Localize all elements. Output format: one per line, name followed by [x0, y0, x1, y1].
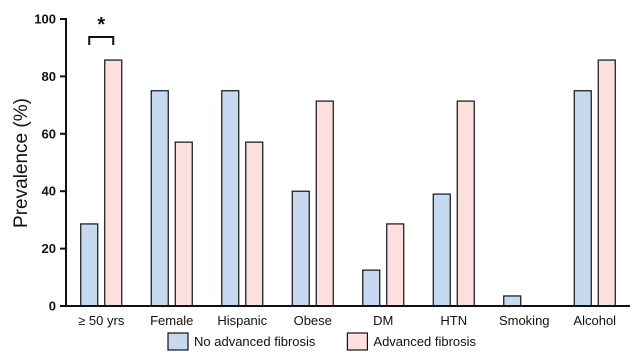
- y-axis: 0 20 40 60 80 100: [34, 12, 67, 314]
- bar-advanced-fibrosis: [386, 223, 405, 307]
- x-category-label: DM: [373, 313, 393, 328]
- bar-advanced-fibrosis: [104, 59, 123, 307]
- legend-swatch: [346, 332, 369, 351]
- bar-no-advanced-fibrosis: [573, 90, 592, 307]
- x-category-label: Alcohol: [573, 313, 616, 328]
- x-category-label: Female: [150, 313, 193, 328]
- bar-no-advanced-fibrosis: [291, 190, 310, 307]
- bar-advanced-fibrosis: [174, 141, 193, 307]
- x-category-label: ≥ 50 yrs: [78, 313, 125, 328]
- bars: [80, 59, 616, 307]
- legend: No advanced fibrosis Advanced fibrosis: [167, 332, 477, 351]
- bar-advanced-fibrosis: [315, 100, 334, 307]
- legend-swatch: [167, 332, 189, 351]
- x-category-label: Hispanic: [217, 313, 267, 328]
- significance-bracket: [88, 36, 115, 45]
- bar-no-advanced-fibrosis: [221, 90, 240, 307]
- legend-label: No advanced fibrosis: [194, 334, 316, 349]
- bar-advanced-fibrosis: [597, 59, 616, 307]
- y-tick-label: 60: [42, 126, 56, 141]
- y-tick-label: 40: [42, 184, 56, 199]
- bar-advanced-fibrosis: [456, 100, 475, 307]
- y-tick-label: 100: [34, 12, 56, 27]
- bar-no-advanced-fibrosis: [362, 269, 381, 307]
- bar-advanced-fibrosis: [245, 141, 264, 307]
- y-tick-label: 0: [49, 299, 56, 314]
- bar-no-advanced-fibrosis: [80, 223, 99, 307]
- bar-no-advanced-fibrosis: [503, 295, 522, 307]
- y-axis-title: Prevalence (%): [11, 98, 32, 228]
- bar-no-advanced-fibrosis: [432, 193, 451, 307]
- y-tick-label: 20: [42, 241, 56, 256]
- annotations: *: [88, 14, 115, 45]
- x-category-label: Obese: [294, 313, 332, 328]
- x-axis: ≥ 50 yrs Female Hispanic Obese DM HTN Smoking A…: [65, 305, 630, 328]
- bar-no-advanced-fibrosis: [150, 90, 169, 307]
- legend-label: Advanced fibrosis: [373, 334, 476, 349]
- significance-star: *: [97, 14, 105, 36]
- x-category-label: Smoking: [499, 313, 550, 328]
- x-category-label: HTN: [440, 313, 467, 328]
- y-tick-label: 80: [42, 69, 56, 84]
